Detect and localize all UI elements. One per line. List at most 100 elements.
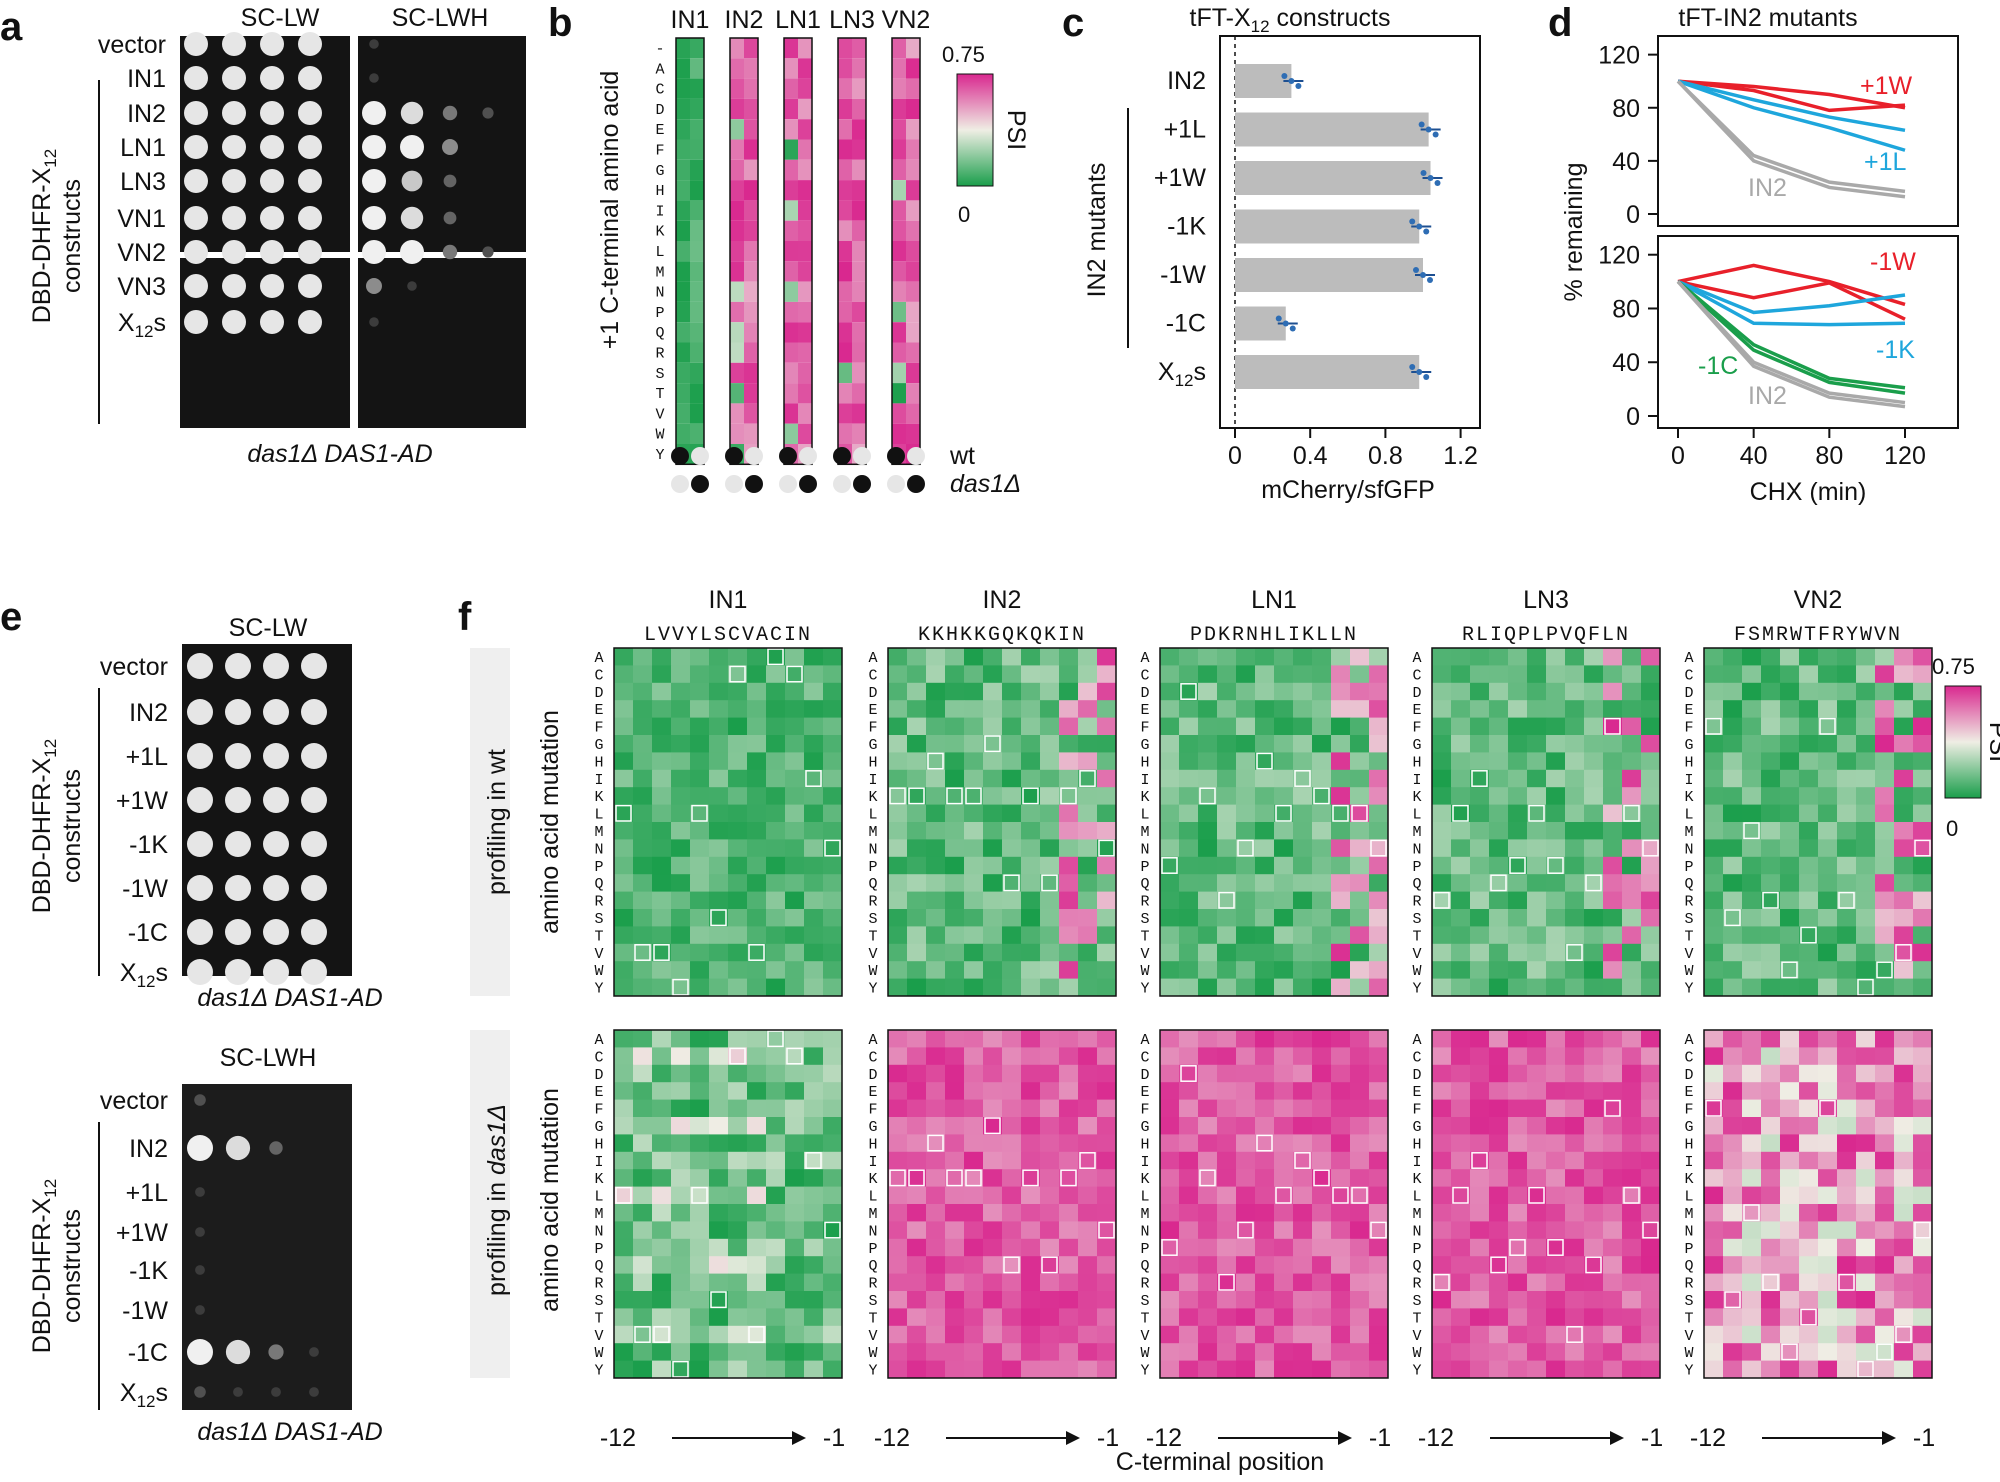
f-aa-label: N	[868, 841, 877, 858]
f-cell	[1489, 1134, 1509, 1153]
f-row-bg-wt	[470, 648, 510, 996]
f-wt-box	[1762, 891, 1779, 909]
b-cell	[798, 281, 812, 302]
f-cell	[888, 1151, 908, 1170]
f-cell	[1913, 648, 1933, 666]
f-cell	[1761, 1186, 1781, 1205]
f-cell	[1603, 891, 1623, 910]
f-cell	[1432, 1291, 1452, 1309]
f-cell	[785, 700, 805, 718]
f-cell	[1894, 1134, 1914, 1153]
f-cell	[1546, 856, 1566, 875]
f-cell	[1040, 961, 1060, 979]
f-cell	[1470, 1343, 1490, 1361]
b-cell	[676, 58, 690, 79]
f-cell	[1059, 735, 1079, 753]
f-cell	[785, 891, 805, 910]
f-cell	[766, 769, 786, 788]
e-row-label: -1K	[129, 831, 168, 859]
f-cell	[671, 839, 691, 858]
f-cell	[1761, 874, 1781, 892]
b-cell	[852, 301, 866, 323]
f-cell	[804, 1064, 824, 1083]
f-aa-label: A	[594, 650, 603, 667]
f-cell	[1894, 891, 1914, 910]
f-cell	[1799, 1325, 1819, 1344]
f-cell	[1723, 856, 1743, 875]
f-cell	[1331, 1064, 1351, 1083]
b-cell	[838, 220, 852, 241]
f-cell	[709, 1082, 729, 1100]
f-aa-label: N	[1684, 1223, 1693, 1240]
f-aa-label: F	[868, 720, 877, 737]
f-cell	[1293, 961, 1313, 979]
f-cell	[1818, 874, 1838, 892]
f-cell	[945, 961, 965, 979]
a-row-label: LN1	[120, 134, 166, 162]
e-spot-lwh	[233, 1387, 243, 1397]
f-cell	[766, 1064, 786, 1083]
d-series-line	[1677, 79, 1906, 133]
d-label-minus1c: -1C	[1698, 352, 1738, 380]
c-point	[1289, 325, 1296, 332]
f-cell	[1236, 1343, 1256, 1361]
f-aa-label: C	[1684, 667, 1693, 684]
a-spot-lw	[260, 274, 284, 298]
f-cell	[1293, 1169, 1313, 1187]
f-cell	[907, 1325, 927, 1344]
f-cell	[1875, 1204, 1895, 1222]
f-cell	[1704, 1134, 1724, 1153]
f-cell	[633, 943, 653, 962]
f-cell	[1723, 1308, 1743, 1327]
f-cell	[785, 961, 805, 979]
a-spot-lw	[222, 310, 246, 334]
f-cell	[1255, 978, 1275, 997]
f-cell	[1489, 1204, 1509, 1222]
f-cell	[747, 700, 767, 718]
f-cell	[1097, 926, 1117, 945]
f-aa-label: V	[1140, 1328, 1149, 1345]
a-spot-lw	[222, 135, 246, 159]
f-cell	[804, 769, 824, 788]
f-cell	[1913, 700, 1933, 718]
f-cell	[964, 822, 984, 840]
b-cell	[906, 383, 920, 404]
c-category-label: -1K	[1167, 213, 1206, 241]
f-cell	[785, 839, 805, 858]
f-cell	[1584, 682, 1604, 701]
f-wt-box	[1370, 839, 1387, 857]
f-wt-box	[1332, 804, 1349, 822]
f-cell	[1217, 891, 1237, 910]
f-cell	[1875, 856, 1895, 875]
f-cell	[1331, 926, 1351, 945]
f-cell	[1508, 769, 1528, 788]
f-cell	[1603, 1169, 1623, 1187]
f-cell	[785, 1325, 805, 1344]
f-cell	[1489, 1186, 1509, 1205]
f-cell	[1894, 978, 1914, 997]
f-cell	[1761, 1291, 1781, 1309]
b-aa-label: E	[655, 122, 664, 139]
d-title: tFT-IN2 mutants	[1678, 4, 1857, 32]
e-spot-lw	[263, 919, 289, 945]
f-cell	[1742, 1343, 1762, 1361]
f-cell	[1097, 1221, 1117, 1240]
f-cell	[671, 1325, 691, 1344]
b-cell	[744, 98, 758, 120]
f-cell	[1236, 926, 1256, 945]
f-aa-label: V	[1140, 946, 1149, 963]
f-cell	[1622, 943, 1642, 962]
f-cell	[652, 891, 672, 910]
b-cell	[690, 220, 704, 241]
f-cell	[1312, 1186, 1332, 1205]
f-cell	[1350, 856, 1370, 875]
f-cell	[1255, 1134, 1275, 1153]
f-cell	[1236, 1256, 1256, 1274]
f-cell	[1021, 1238, 1041, 1257]
f-cell	[1160, 1151, 1180, 1170]
f-cell	[652, 752, 672, 771]
f-cell	[671, 648, 691, 666]
f-wt-box	[1471, 770, 1488, 787]
e-strain-bottom: das1Δ DAS1-AD	[197, 1418, 382, 1446]
f-cell	[1508, 787, 1528, 805]
